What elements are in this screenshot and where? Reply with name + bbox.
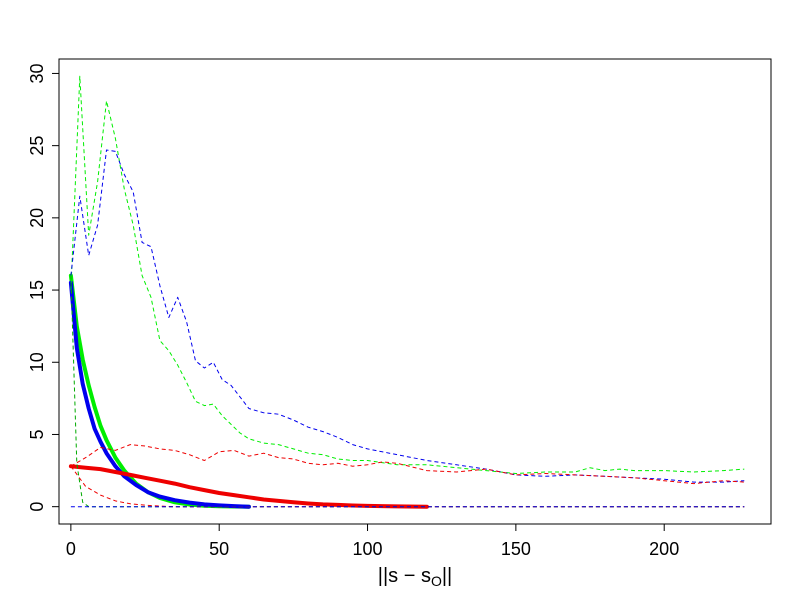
x-tick-label: 0 [66, 539, 76, 559]
y-tick-label: 30 [27, 63, 47, 83]
series-dashed-line-7 [70, 465, 745, 508]
y-tick-label: 5 [27, 429, 47, 439]
series-dashed-line-5 [70, 444, 745, 485]
y-tick-label: 25 [27, 136, 47, 156]
x-axis-title-main: ||s − s [378, 565, 431, 587]
series-solid-line-2 [68, 464, 429, 509]
y-axis: 0 5 10 15 20 25 30 [27, 63, 60, 512]
series-solid-line-1 [68, 280, 251, 509]
y-tick-label: 15 [27, 280, 47, 300]
x-axis-title-subscript: O [431, 573, 442, 589]
series-dashed-line-3 [70, 75, 745, 474]
x-axis-title: ||s − sO|| [378, 565, 452, 589]
y-tick-label: 10 [27, 352, 47, 372]
x-tick-label: 100 [353, 539, 383, 559]
x-tick-label: 200 [649, 539, 679, 559]
series-layer [68, 75, 745, 509]
y-tick-label: 0 [27, 502, 47, 512]
series-solid-line-0 [68, 273, 251, 509]
plot-frame [58, 58, 772, 525]
x-axis: 0 50 100 150 200 [66, 523, 679, 559]
x-tick-label: 50 [209, 539, 229, 559]
y-tick-label: 20 [27, 208, 47, 228]
x-axis-title-end: || [442, 565, 452, 587]
series-dashed-line-4 [70, 149, 745, 483]
x-tick-label: 150 [501, 539, 531, 559]
